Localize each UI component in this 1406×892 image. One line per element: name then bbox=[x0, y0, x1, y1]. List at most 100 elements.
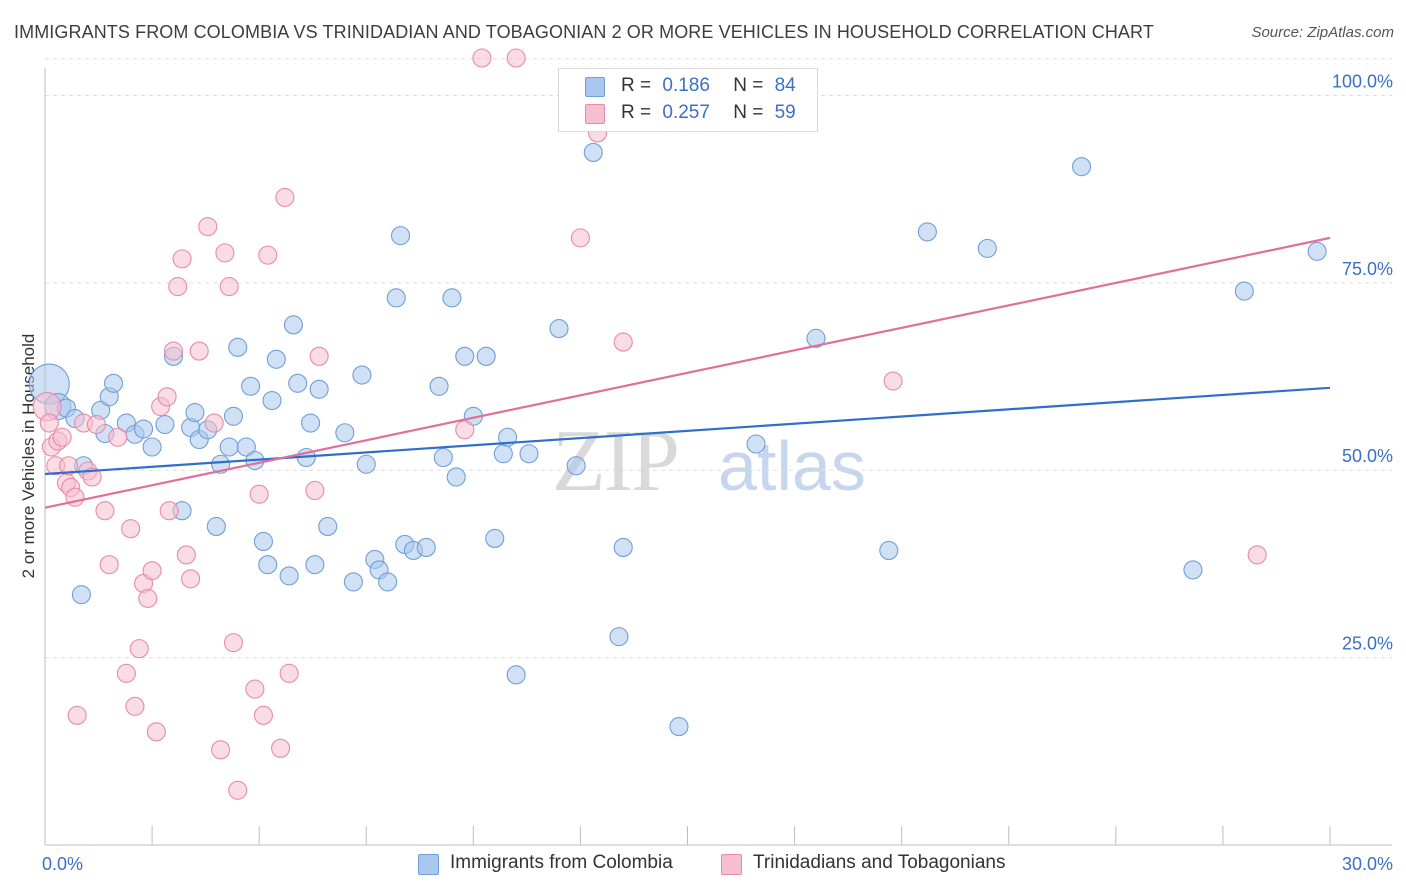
legend-r-label: R = bbox=[621, 75, 652, 96]
trinidad-point bbox=[258, 245, 278, 265]
colombia-point bbox=[288, 373, 308, 393]
colombia-point bbox=[206, 516, 226, 537]
colombia-point bbox=[283, 315, 303, 335]
y-tick-label: 75.0% bbox=[1342, 259, 1393, 279]
stats-legend: R = 0.186 N = 84 R = 0.257 N = 59 bbox=[558, 68, 818, 132]
trinidad-point bbox=[245, 679, 265, 699]
bottom-legend-swatch-pink bbox=[721, 854, 742, 875]
legend-r-label: R = bbox=[621, 102, 652, 123]
colombia-point bbox=[806, 328, 826, 348]
colombia-point bbox=[309, 379, 329, 399]
trinidad-point bbox=[99, 555, 119, 575]
colombia-point bbox=[609, 627, 629, 647]
colombia-point bbox=[262, 390, 282, 411]
trinidad-point bbox=[271, 738, 291, 758]
trinidad-point bbox=[883, 371, 903, 391]
trinidad-point bbox=[121, 519, 141, 539]
legend-swatch-pink bbox=[585, 104, 605, 124]
trinidad-point bbox=[95, 501, 115, 521]
colombia-point bbox=[416, 537, 436, 557]
trinidad-point bbox=[506, 48, 526, 68]
trinidad-point bbox=[219, 277, 239, 297]
trinidad-point bbox=[146, 722, 166, 742]
colombia-point bbox=[1234, 281, 1254, 301]
trinidad-point bbox=[125, 696, 145, 716]
colombia-point bbox=[429, 376, 449, 396]
y-tick-label: 25.0% bbox=[1342, 634, 1393, 654]
colombia-point bbox=[223, 406, 244, 426]
trinidad-point bbox=[198, 217, 218, 237]
colombia-point bbox=[566, 456, 586, 476]
colombia-point bbox=[305, 555, 325, 575]
colombia-point bbox=[228, 337, 248, 357]
bottom-legend-swatch-blue bbox=[418, 854, 439, 875]
bottom-legend-label-colombia: Immigrants from Colombia bbox=[450, 852, 673, 873]
trinidad-point bbox=[215, 243, 235, 263]
trinidad-point bbox=[253, 705, 274, 725]
trinidad-point bbox=[279, 663, 299, 683]
colombia-point bbox=[519, 444, 539, 464]
legend-r-value-trinidad: 0.257 bbox=[662, 102, 710, 123]
colombia-trend-line bbox=[44, 386, 1331, 476]
trinidad-point bbox=[142, 561, 162, 581]
legend-swatch-blue bbox=[585, 77, 605, 97]
colombia-point bbox=[455, 346, 475, 366]
colombia-point bbox=[352, 365, 372, 385]
colombia-point bbox=[343, 572, 363, 592]
colombia-point bbox=[879, 540, 899, 560]
y-tick-label: 50.0% bbox=[1342, 446, 1393, 466]
x-tick-label: 0.0% bbox=[42, 854, 83, 874]
trinidad-point bbox=[181, 569, 201, 589]
colombia-point bbox=[258, 555, 278, 575]
trinidad-point bbox=[67, 705, 87, 725]
trinidad-point bbox=[168, 277, 188, 297]
colombia-point bbox=[506, 665, 526, 685]
trinidad-point bbox=[228, 780, 248, 800]
bottom-legend-label-trinidad: Trinidadians and Tobagonians bbox=[753, 852, 1006, 873]
legend-n-value-trinidad: 59 bbox=[774, 102, 796, 123]
trinidad-point bbox=[455, 420, 475, 440]
trinidad-point bbox=[204, 413, 224, 433]
colombia-point bbox=[103, 373, 124, 393]
colombia-point bbox=[1072, 157, 1092, 177]
colombia-point bbox=[211, 454, 231, 474]
trinidad-point bbox=[570, 228, 590, 248]
colombia-point bbox=[279, 566, 299, 586]
colombia-point bbox=[549, 319, 569, 339]
colombia-point bbox=[335, 423, 355, 443]
colombia-point bbox=[241, 376, 261, 396]
colombia-point bbox=[301, 413, 321, 433]
trinidad-point bbox=[108, 427, 128, 447]
colombia-point bbox=[266, 349, 286, 369]
trinidad-point bbox=[189, 341, 209, 361]
colombia-point bbox=[1307, 241, 1327, 261]
trinidad-point bbox=[472, 48, 492, 68]
colombia-point bbox=[71, 585, 91, 605]
trinidad-point bbox=[305, 480, 325, 501]
trinidad-point bbox=[159, 501, 179, 521]
colombia-point bbox=[476, 346, 496, 366]
colombia-point bbox=[142, 437, 162, 457]
colombia-point bbox=[378, 572, 398, 592]
trinidad-point bbox=[116, 663, 136, 683]
colombia-point bbox=[977, 238, 997, 258]
source-label: Source: ZipAtlas.com bbox=[1251, 24, 1394, 41]
colombia-point bbox=[236, 437, 256, 457]
trinidad-point bbox=[163, 341, 184, 361]
colombia-point bbox=[1183, 560, 1203, 580]
colombia-point bbox=[318, 516, 338, 537]
trinidad-trend-line bbox=[44, 236, 1331, 509]
trinidad-point bbox=[211, 740, 231, 760]
colombia-point bbox=[485, 528, 505, 548]
trinidad-point bbox=[223, 633, 244, 653]
trinidad-point bbox=[52, 427, 72, 447]
trinidad-point bbox=[176, 545, 196, 565]
colombia-point bbox=[133, 419, 154, 439]
colombia-point bbox=[446, 467, 466, 487]
colombia-point bbox=[219, 437, 239, 457]
trinidad-point bbox=[59, 456, 79, 476]
chart-title: IMMIGRANTS FROM COLOMBIA VS TRINIDADIAN … bbox=[14, 22, 1154, 42]
y-tick-label: 100.0% bbox=[1332, 71, 1393, 91]
trinidad-point bbox=[1247, 545, 1267, 565]
